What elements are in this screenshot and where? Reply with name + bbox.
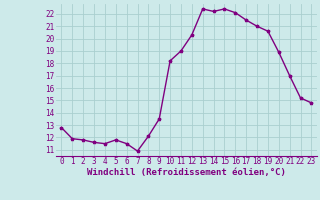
X-axis label: Windchill (Refroidissement éolien,°C): Windchill (Refroidissement éolien,°C)	[87, 168, 286, 177]
